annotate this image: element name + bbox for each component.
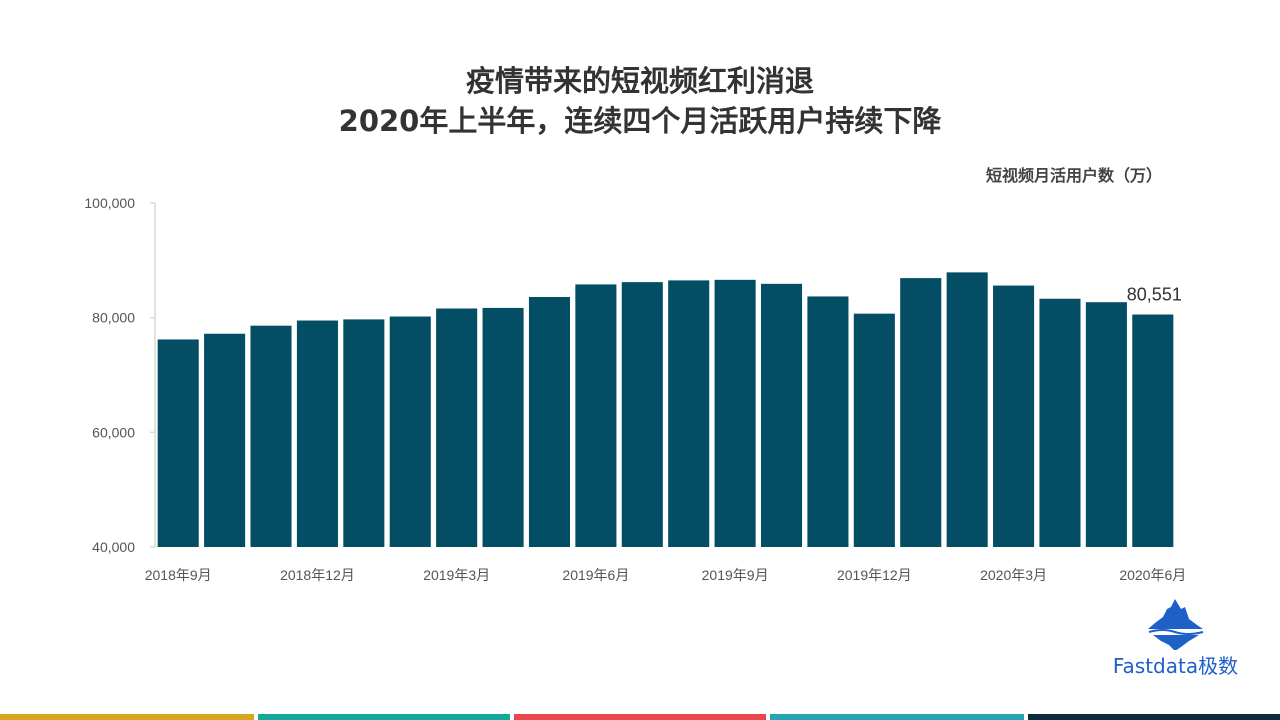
color-strip-4 xyxy=(770,714,1024,720)
bar-2020年6月 xyxy=(1132,314,1174,547)
x-tick-label: 2020年3月 xyxy=(980,567,1047,583)
bar-2019年4月 xyxy=(482,307,524,547)
bar-2019年1月 xyxy=(343,319,385,547)
bar-2020年1月 xyxy=(900,278,942,547)
bar-2020年2月 xyxy=(946,272,988,547)
fastdata-logo: Fastdata极数 xyxy=(1093,595,1258,690)
bar-2019年9月 xyxy=(714,279,756,547)
color-strip-3 xyxy=(514,714,766,720)
x-tick-label: 2019年6月 xyxy=(562,567,629,583)
chart-title-line1: 疫情带来的短视频红利消退 xyxy=(465,64,814,98)
bar-2019年7月 xyxy=(621,282,663,547)
iceberg-icon xyxy=(1148,599,1204,650)
bar-2019年5月 xyxy=(528,297,571,547)
bar-2018年10月 xyxy=(204,333,246,547)
brand-name: Fastdata极数 xyxy=(1112,654,1239,678)
x-tick-label: 2018年9月 xyxy=(145,567,212,583)
bar-2019年6月 xyxy=(575,284,617,547)
bar-2018年12月 xyxy=(296,320,338,547)
bar-2019年11月 xyxy=(807,296,849,547)
x-tick-label: 2019年12月 xyxy=(837,567,912,583)
x-tick-label: 2019年9月 xyxy=(702,567,769,583)
bar-2019年10月 xyxy=(760,283,803,547)
bar-2020年5月 xyxy=(1085,302,1127,547)
color-strip-1 xyxy=(0,714,254,720)
y-tick-label: 60,000 xyxy=(92,424,135,440)
bar-2019年2月 xyxy=(389,316,431,547)
bar-2019年8月 xyxy=(668,280,710,547)
y-tick-label: 100,000 xyxy=(84,195,135,211)
y-tick-label: 80,000 xyxy=(92,310,135,326)
y-tick-label: 40,000 xyxy=(92,539,135,555)
x-tick-label: 2020年6月 xyxy=(1119,567,1186,583)
bar-2019年12月 xyxy=(853,313,895,547)
color-strip-5 xyxy=(1028,714,1280,720)
bar-2020年4月 xyxy=(1039,298,1081,547)
bar-2018年11月 xyxy=(250,325,292,547)
bar-2018年9月 xyxy=(157,339,199,547)
bar-2020年3月 xyxy=(993,285,1035,547)
chart-title-line2: 2020年上半年，连续四个月活跃用户持续下降 xyxy=(338,104,942,138)
data-label: 80,551 xyxy=(1127,285,1182,305)
bar-2019年3月 xyxy=(436,308,478,547)
x-tick-label: 2019年3月 xyxy=(423,567,490,583)
unit-label: 短视频月活用户数（万） xyxy=(985,166,1162,185)
color-strip-2 xyxy=(258,714,510,720)
x-tick-label: 2018年12月 xyxy=(280,567,355,583)
